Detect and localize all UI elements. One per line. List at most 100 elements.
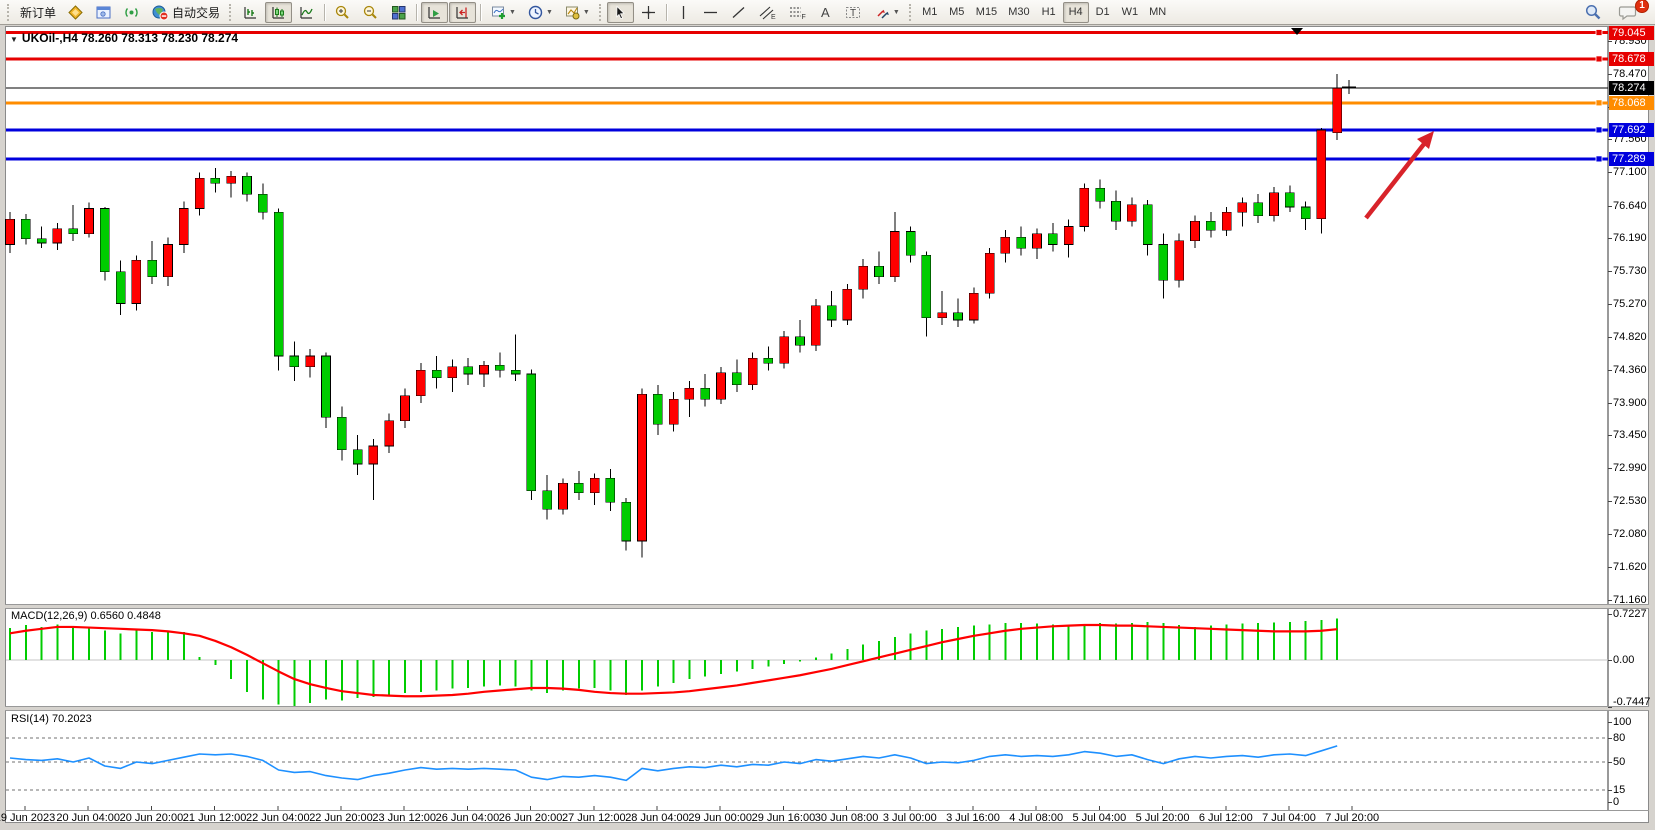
main-toolbar: 新订单 自动交易 <box>0 0 1655 25</box>
cursor-icon <box>616 5 625 19</box>
channel-icon: E <box>759 6 776 21</box>
zoom-out-button[interactable] <box>357 2 384 23</box>
timeframe-button-m30[interactable]: M30 <box>1008 6 1030 18</box>
macd-signal-line <box>9 623 1338 698</box>
hline-objects[interactable] <box>6 29 1608 163</box>
timeframe-button-mn[interactable]: MN <box>1149 6 1167 18</box>
vertical-line-tool-button[interactable] <box>671 2 696 23</box>
toolbar-grip[interactable] <box>229 3 233 21</box>
chart-title: ▼ UKOil-,H4 78.260 78.313 78.230 78.274 <box>10 31 239 45</box>
fibonacci-icon: F <box>789 7 806 21</box>
zoom-in-icon <box>335 5 349 19</box>
timeframe-group: M1 M5 M15 M30 H1 H4 D1 W1 MN <box>917 1 1171 23</box>
candlestick-chart-button[interactable] <box>265 1 293 23</box>
indicators-icon <box>492 6 506 19</box>
toolbar-separator <box>416 3 418 21</box>
data-window-button[interactable] <box>90 2 117 23</box>
zoom-out-icon <box>363 5 377 19</box>
text-label-icon: T <box>845 6 860 19</box>
toolbar-separator <box>480 3 482 21</box>
timeframe-button-m1[interactable]: M1 <box>922 6 938 18</box>
chart-shift-button[interactable] <box>449 1 477 23</box>
one-click-trading-arrow-icon[interactable]: ▼ <box>10 35 18 44</box>
search-button[interactable] <box>1579 2 1607 23</box>
templates-icon <box>565 6 580 19</box>
svg-text:T: T <box>850 8 856 19</box>
text-icon: A <box>821 5 830 20</box>
bar-chart-button[interactable] <box>237 2 264 23</box>
svg-text:A: A <box>821 5 830 20</box>
toolbar-right-tools: 1 <box>1579 0 1651 23</box>
last-tick-cross-marker <box>1342 80 1356 94</box>
arrows-icon <box>877 9 889 19</box>
rsi-indicator-label: RSI(14) 70.2023 <box>9 713 94 725</box>
candlestick-icon <box>272 6 285 19</box>
periods-button[interactable]: ▼ <box>522 2 558 23</box>
zoom-in-button[interactable] <box>329 2 356 23</box>
svg-text:F: F <box>801 14 805 21</box>
trendline-tool-button[interactable] <box>725 2 752 23</box>
timeframe-button-m15[interactable]: M15 <box>975 6 998 18</box>
candles-layer <box>5 73 1342 558</box>
periods-clock-icon <box>528 5 543 19</box>
line-chart-button[interactable] <box>293 2 320 23</box>
toolbar-separator <box>324 3 326 21</box>
auto-scroll-button[interactable] <box>421 1 449 23</box>
text-tool-button[interactable]: A <box>813 2 838 23</box>
rsi-line <box>9 745 1338 782</box>
panel-splitter-rsi[interactable] <box>5 706 1649 711</box>
dropdown-caret: ▼ <box>582 8 590 16</box>
timeframe-button-d1[interactable]: D1 <box>1095 6 1110 18</box>
signals-icon <box>125 7 138 17</box>
chart-shift-icon <box>456 6 469 19</box>
auto-trading-globe-icon <box>152 5 169 20</box>
new-order-button[interactable]: 新订单 <box>20 5 57 20</box>
data-window-icon <box>96 6 111 18</box>
arrow-object[interactable] <box>1364 131 1434 220</box>
channel-tool-button[interactable]: E <box>753 2 782 23</box>
dropdown-caret: ▼ <box>545 8 553 16</box>
label-tool-button[interactable]: T <box>839 2 868 23</box>
trendline-icon <box>732 6 745 18</box>
chat-button[interactable]: 1 <box>1613 0 1649 23</box>
horizontal-line-tool-button[interactable] <box>697 2 724 23</box>
search-icon <box>1585 4 1601 20</box>
auto-scroll-icon <box>428 6 441 19</box>
dropdown-caret: ▼ <box>892 8 900 16</box>
crosshair-button[interactable] <box>635 2 662 23</box>
time-axis-border <box>5 810 1649 811</box>
auto-trading-button[interactable]: 自动交易 <box>146 2 225 23</box>
toolbar-grip[interactable] <box>598 3 603 21</box>
tile-windows-button[interactable] <box>385 2 412 23</box>
tile-windows-icon <box>392 5 406 19</box>
chat-unread-badge: 1 <box>1635 0 1649 13</box>
toolbar-grip[interactable] <box>7 3 11 21</box>
templates-button[interactable]: ▼ <box>559 2 595 23</box>
arrows-tool-button[interactable]: ▼ <box>869 2 905 23</box>
dropdown-caret: ▼ <box>509 8 516 16</box>
shift-marker-icon <box>1291 28 1303 35</box>
fibonacci-tool-button[interactable]: F <box>783 2 812 23</box>
market-watch-icon <box>68 4 83 20</box>
toolbar-separator <box>665 3 667 21</box>
cursor-button[interactable] <box>606 1 634 23</box>
timeframe-button-h1[interactable]: H1 <box>1041 6 1056 18</box>
timeframe-button-w1[interactable]: W1 <box>1121 6 1139 18</box>
signals-button[interactable] <box>118 2 145 23</box>
toolbar-grip[interactable] <box>908 3 913 21</box>
crosshair-icon <box>641 5 655 19</box>
svg-text:E: E <box>771 14 776 21</box>
panel-splitter-macd[interactable] <box>5 604 1649 609</box>
indicators-button[interactable]: ▼ <box>485 2 521 23</box>
vertical-line-icon <box>682 5 684 19</box>
timeframe-button-h4[interactable]: H4 <box>1062 1 1089 23</box>
macd-indicator-label: MACD(12,26,9) 0.6560 0.4848 <box>9 610 163 622</box>
timeframe-button-m5[interactable]: M5 <box>949 6 965 18</box>
auto-trading-label: 自动交易 <box>172 5 221 20</box>
horizontal-line-icon <box>703 11 717 13</box>
line-chart-icon <box>300 6 313 19</box>
market-watch-button[interactable] <box>62 2 89 23</box>
macd-histogram <box>9 618 1339 707</box>
